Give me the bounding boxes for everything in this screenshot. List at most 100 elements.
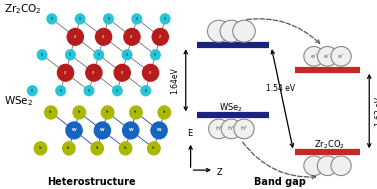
Circle shape	[44, 105, 58, 120]
Text: Se: Se	[106, 110, 109, 115]
Circle shape	[55, 85, 66, 96]
Text: Zr: Zr	[92, 71, 95, 75]
Text: O: O	[116, 89, 118, 93]
Text: e⁻: e⁻	[337, 54, 345, 59]
Circle shape	[93, 121, 111, 139]
Circle shape	[90, 141, 104, 156]
Circle shape	[140, 85, 151, 96]
Text: Zr: Zr	[74, 35, 77, 39]
Text: Zr: Zr	[149, 71, 152, 75]
Circle shape	[119, 141, 132, 156]
Text: W: W	[100, 128, 105, 132]
Text: WSe$_2$: WSe$_2$	[4, 94, 33, 108]
Text: O: O	[79, 17, 81, 21]
Circle shape	[46, 13, 57, 25]
Circle shape	[112, 85, 123, 96]
Circle shape	[304, 156, 324, 176]
Circle shape	[72, 105, 86, 120]
Text: W: W	[157, 128, 161, 132]
Circle shape	[234, 119, 254, 139]
Circle shape	[160, 13, 171, 25]
Circle shape	[317, 156, 337, 176]
Text: WSe$_2$: WSe$_2$	[219, 102, 244, 114]
Text: O: O	[51, 17, 53, 21]
Text: O: O	[69, 53, 72, 57]
Text: Zr: Zr	[130, 35, 133, 39]
Circle shape	[150, 121, 168, 139]
Circle shape	[152, 28, 169, 46]
Circle shape	[57, 64, 74, 82]
Circle shape	[65, 121, 83, 139]
Circle shape	[34, 141, 48, 156]
Circle shape	[66, 28, 84, 46]
Text: Zr: Zr	[121, 71, 124, 75]
Circle shape	[27, 85, 38, 96]
Text: Se: Se	[39, 146, 42, 150]
Text: O: O	[136, 17, 138, 21]
Text: O: O	[98, 53, 100, 57]
Circle shape	[207, 20, 230, 42]
Text: Zr: Zr	[102, 35, 105, 39]
Text: Z: Z	[217, 168, 222, 177]
Text: O: O	[60, 89, 62, 93]
Text: Se: Se	[78, 110, 81, 115]
FancyArrowPatch shape	[243, 142, 316, 179]
Text: Se: Se	[67, 146, 70, 150]
Text: Zr$_2$CO$_2$: Zr$_2$CO$_2$	[4, 2, 41, 16]
Text: e⁻: e⁻	[310, 54, 317, 59]
Circle shape	[93, 49, 104, 60]
Circle shape	[208, 119, 229, 139]
Circle shape	[122, 49, 133, 60]
Circle shape	[62, 141, 76, 156]
Text: 1.54 eV: 1.54 eV	[266, 84, 295, 93]
Circle shape	[150, 49, 161, 60]
Text: h⁺: h⁺	[215, 126, 222, 131]
Text: Band gap: Band gap	[254, 177, 306, 187]
Text: W: W	[129, 128, 133, 132]
Circle shape	[331, 46, 351, 66]
Text: O: O	[88, 89, 90, 93]
Circle shape	[75, 13, 86, 25]
Circle shape	[331, 156, 351, 176]
Circle shape	[220, 20, 243, 42]
Text: O: O	[126, 53, 128, 57]
Text: Se: Se	[134, 110, 138, 115]
Circle shape	[131, 13, 142, 25]
Text: h⁺: h⁺	[241, 126, 248, 131]
Text: O: O	[164, 17, 166, 21]
Text: Zr: Zr	[64, 71, 67, 75]
Text: W: W	[72, 128, 76, 132]
Text: E: E	[187, 129, 192, 138]
Circle shape	[123, 28, 141, 46]
Circle shape	[233, 20, 255, 42]
FancyArrowPatch shape	[247, 19, 320, 43]
Circle shape	[101, 105, 115, 120]
Text: Se: Se	[49, 110, 53, 115]
Circle shape	[142, 64, 159, 82]
Text: Se: Se	[95, 146, 99, 150]
Text: Se: Se	[152, 146, 156, 150]
Text: Heterostructure: Heterostructure	[47, 177, 136, 187]
Circle shape	[317, 46, 337, 66]
Circle shape	[304, 46, 324, 66]
Text: Se: Se	[124, 146, 127, 150]
Text: O: O	[107, 17, 110, 21]
Text: O: O	[145, 89, 147, 93]
Circle shape	[221, 119, 242, 139]
Circle shape	[95, 28, 112, 46]
Circle shape	[37, 49, 48, 60]
Circle shape	[147, 141, 161, 156]
Circle shape	[113, 64, 131, 82]
Text: O: O	[31, 89, 34, 93]
Text: e⁻: e⁻	[324, 54, 331, 59]
Circle shape	[84, 85, 95, 96]
Text: O: O	[154, 53, 156, 57]
Circle shape	[129, 105, 143, 120]
Circle shape	[122, 121, 139, 139]
Text: Zr$_2$CO$_2$: Zr$_2$CO$_2$	[314, 139, 345, 151]
Circle shape	[157, 105, 171, 120]
Text: O: O	[41, 53, 43, 57]
Circle shape	[65, 49, 76, 60]
Text: Se: Se	[162, 110, 166, 115]
Text: h⁺: h⁺	[228, 126, 235, 131]
